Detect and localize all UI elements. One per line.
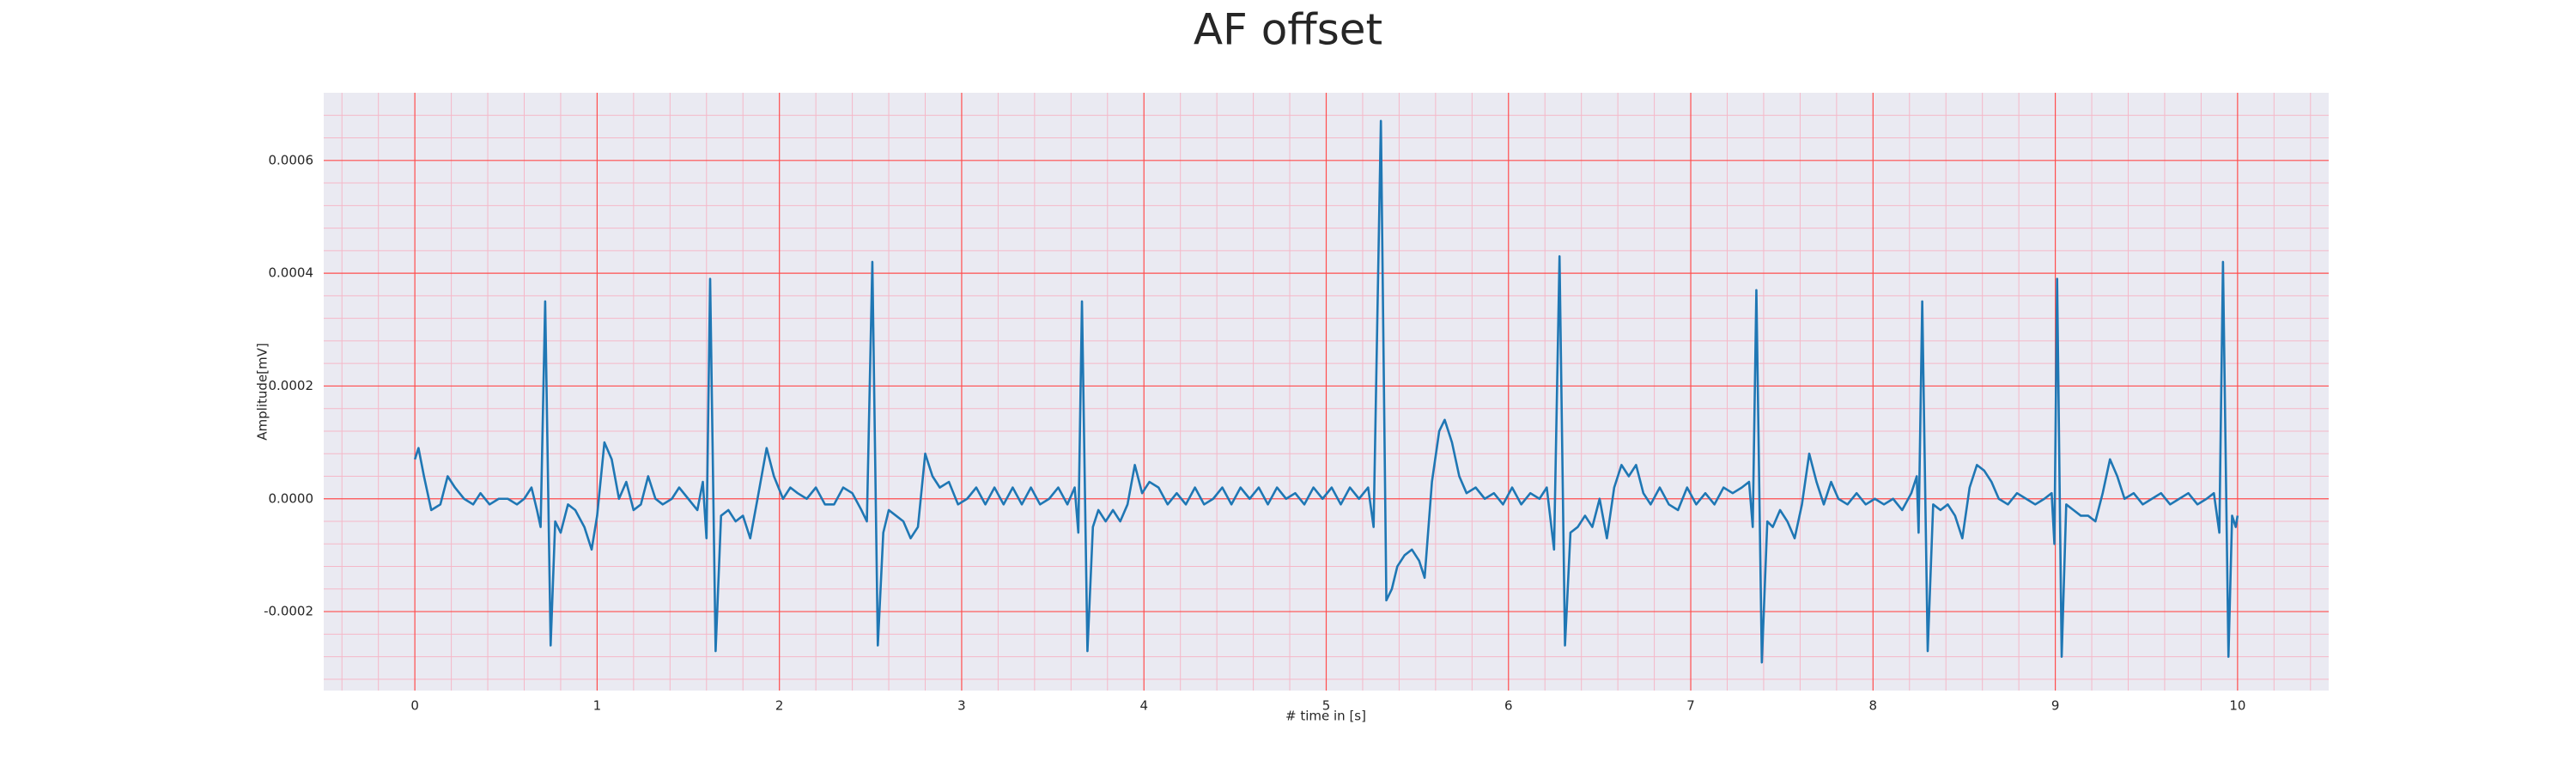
x-tick-label: 5 bbox=[1322, 698, 1331, 714]
x-tick-label: 3 bbox=[957, 698, 966, 714]
signal-line bbox=[413, 119, 2239, 664]
x-tick-label: 2 bbox=[775, 698, 784, 714]
y-tick-label: 0.0000 bbox=[269, 490, 314, 506]
x-tick-label: 1 bbox=[593, 698, 602, 714]
y-tick-label: 0.0006 bbox=[269, 152, 314, 167]
x-tick-label: 8 bbox=[1869, 698, 1878, 714]
y-tick-label: 0.0002 bbox=[269, 378, 314, 393]
x-tick-label: 10 bbox=[2229, 698, 2245, 714]
chart-title: AF offset bbox=[1194, 5, 1382, 55]
x-axis-label: # time in [s] bbox=[1285, 709, 1366, 724]
y-tick-label: -0.0002 bbox=[264, 604, 313, 619]
x-tick-label: 0 bbox=[410, 698, 419, 714]
x-tick-label: 4 bbox=[1139, 698, 1148, 714]
x-tick-label: 6 bbox=[1504, 698, 1513, 714]
y-tick-label: 0.0004 bbox=[269, 265, 314, 281]
x-tick-label: 9 bbox=[2051, 698, 2060, 714]
x-tick-label: 7 bbox=[1686, 698, 1695, 714]
y-axis-label: Amplitude[mV] bbox=[255, 343, 270, 440]
